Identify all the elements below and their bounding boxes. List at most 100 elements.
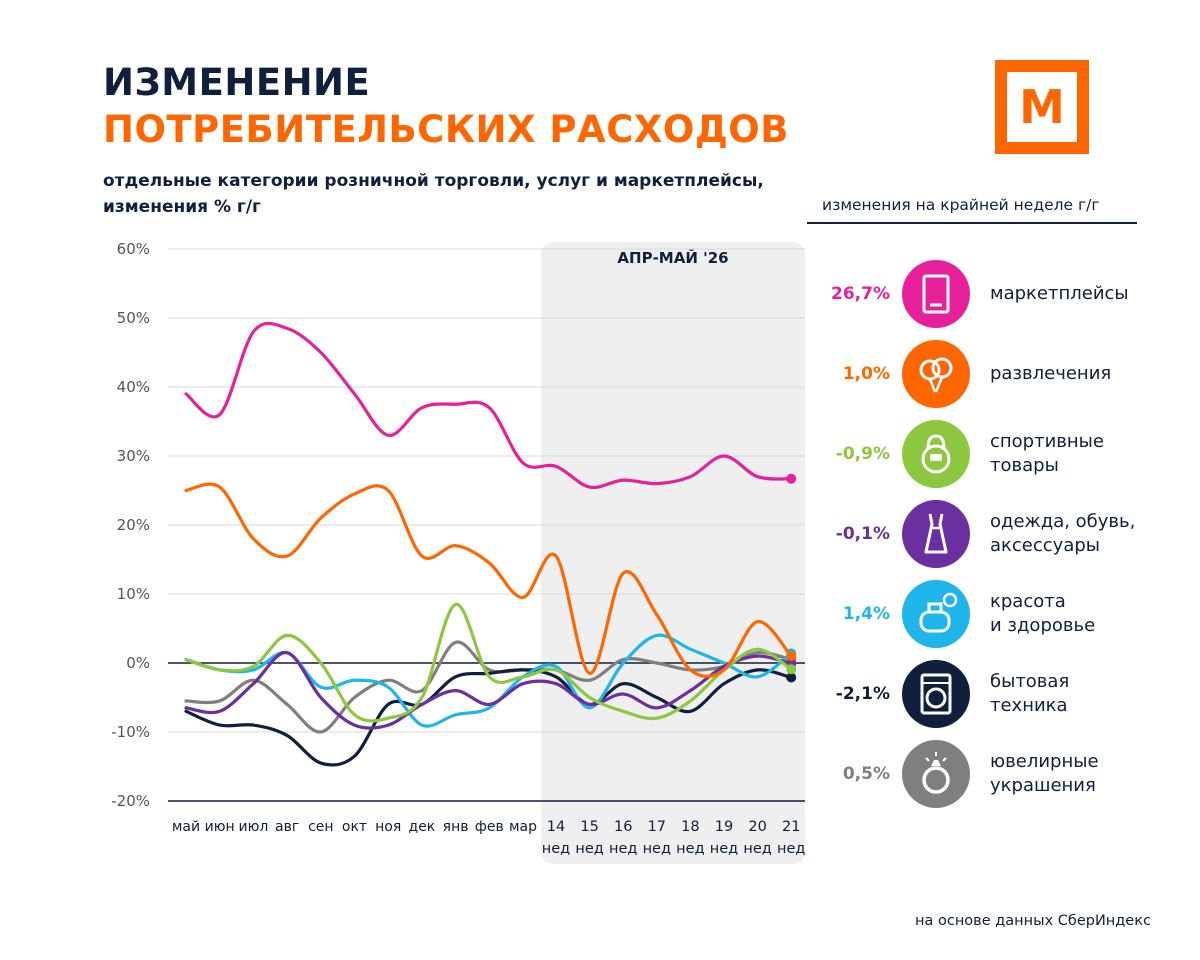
legend-label-line1: красота xyxy=(990,591,1066,612)
subtitle-line-2: изменения % г/г xyxy=(103,197,261,217)
x-tick-label: ноя xyxy=(375,819,401,835)
source-note: на основе данных СберИндекс xyxy=(915,913,1151,929)
x-tick-sublabel: нед xyxy=(643,841,671,857)
ring-icon xyxy=(922,752,950,794)
legend-label-line2: украшения xyxy=(990,775,1096,796)
y-tick-label: 60% xyxy=(117,240,150,258)
x-tick-sublabel: нед xyxy=(542,841,570,857)
series-end-point-washer xyxy=(786,672,797,683)
legend-value: 1,0% xyxy=(842,364,890,384)
legend-label-line1: бытовая xyxy=(990,671,1070,692)
washer-icon xyxy=(920,673,952,715)
y-tick-label: 30% xyxy=(117,447,150,465)
x-tick-label-week: 20 xyxy=(748,819,766,835)
x-tick-label-week: 16 xyxy=(614,819,632,835)
legend-label: развлечения xyxy=(990,362,1111,386)
x-tick-label-week: 21 xyxy=(782,819,800,835)
legend-value: 1,4% xyxy=(842,604,890,624)
legend-value: 0,5% xyxy=(842,764,890,784)
legend-icon-circle xyxy=(902,260,970,328)
legend-label-line1: развлечения xyxy=(990,363,1112,384)
y-tick-label: 10% xyxy=(117,585,150,603)
x-tick-label-week: 14 xyxy=(547,819,565,835)
x-tick-sublabel: нед xyxy=(777,841,805,857)
line-chart: АПР-МАЙ '26 60% 50% 40% 30% 20% 10% 0% -10% -20% м… xyxy=(111,240,805,864)
series-line-dress xyxy=(184,651,793,730)
legend-header-underline xyxy=(807,222,1137,224)
dress-icon xyxy=(924,513,948,554)
legend-label-line1: одежда, обувь, xyxy=(990,511,1136,532)
legend-label: ювелирные украшения xyxy=(990,750,1099,798)
legend-value: -0,1% xyxy=(835,524,890,544)
legend-icon-circle xyxy=(902,660,970,728)
y-tick-label: -20% xyxy=(111,792,150,810)
balloons-icon xyxy=(919,357,953,393)
legend-label-line1: маркетплейсы xyxy=(990,283,1129,304)
x-tick-label-week: 19 xyxy=(715,819,733,835)
legend-label-line2: техника xyxy=(990,695,1068,716)
series-end-point-tablet xyxy=(786,473,797,484)
series-end-point-kettlebell xyxy=(786,664,797,675)
y-tick-label: 50% xyxy=(117,309,150,327)
legend-value: 26,7% xyxy=(831,284,890,304)
title-line-1: ИЗМЕНЕНИЕ xyxy=(103,61,371,104)
x-tick-label: окт xyxy=(342,819,367,835)
legend-item: 0,5% ювелирные украшения xyxy=(810,740,1170,810)
x-tick-sublabel: нед xyxy=(710,841,738,857)
legend-label: спортивные товары xyxy=(990,430,1104,478)
legend-item: 1,4% красота и здоровье xyxy=(810,580,1170,650)
series-end-point-balloons xyxy=(786,651,797,662)
brand-logo: М xyxy=(995,60,1089,154)
x-tick-label-week: 18 xyxy=(681,819,699,835)
x-tick-sublabel: нед xyxy=(609,841,637,857)
legend-label: красота и здоровье xyxy=(990,590,1095,638)
legend-icon-circle xyxy=(902,420,970,488)
x-tick-label-week: 15 xyxy=(580,819,598,835)
legend-icon-circle xyxy=(902,340,970,408)
legend-label: бытовая техника xyxy=(990,670,1069,718)
x-tick-label: июн xyxy=(205,819,235,835)
legend-item: -0,9% спортивные товары xyxy=(810,420,1170,490)
legend-label-line1: ювелирные xyxy=(990,751,1099,772)
x-tick-label: сен xyxy=(308,819,333,835)
x-tick-sublabel: нед xyxy=(743,841,771,857)
x-tick-label: май xyxy=(172,819,200,835)
x-tick-sublabel: нед xyxy=(575,841,603,857)
legend-label-line2: аксессуары xyxy=(990,535,1100,556)
x-tick-label: фев xyxy=(475,819,504,835)
x-tick-label: дек xyxy=(409,819,436,835)
legend-value: -0,9% xyxy=(835,444,890,464)
legend-label-line1: спортивные xyxy=(990,431,1104,452)
y-tick-label: 40% xyxy=(117,378,150,396)
subtitle: отдельные категории розничной торговли, … xyxy=(103,168,764,220)
series-line-balloons xyxy=(184,482,793,678)
logo-inner: М xyxy=(1007,72,1077,142)
legend-item: 1,0% развлечения xyxy=(810,340,1170,410)
y-tick-label: -10% xyxy=(111,723,150,741)
legend-item: -0,1% одежда, обувь, аксессуары xyxy=(810,500,1170,570)
legend-item: -2,1% бытовая техника xyxy=(810,660,1170,730)
x-tick-label-week: 17 xyxy=(648,819,666,835)
subtitle-line-1: отдельные категории розничной торговли, … xyxy=(103,171,764,191)
legend-icon-circle xyxy=(902,580,970,648)
legend-label: маркетплейсы xyxy=(990,282,1129,306)
legend-label: одежда, обувь, аксессуары xyxy=(990,510,1135,558)
perfume-icon xyxy=(919,592,958,633)
legend-label-line2: товары xyxy=(990,455,1059,476)
legend-value: -2,1% xyxy=(835,684,890,704)
tablet-icon xyxy=(922,274,950,314)
series-line-washer xyxy=(184,668,793,767)
legend-item: 26,7% маркетплейсы xyxy=(810,260,1170,330)
highlight-label: АПР-МАЙ '26 xyxy=(617,248,728,267)
x-tick-label: авг xyxy=(275,819,299,835)
legend-icon-circle xyxy=(902,740,970,808)
legend-header: изменения на крайней неделе г/г xyxy=(822,196,1100,214)
y-tick-label: 20% xyxy=(117,516,150,534)
x-tick-label: июл xyxy=(238,819,268,835)
series-line-kettlebell xyxy=(184,602,793,723)
logo-letter: М xyxy=(1019,80,1065,134)
x-tick-sublabel: нед xyxy=(676,841,704,857)
highlight-region xyxy=(541,242,805,864)
x-tick-label: янв xyxy=(443,819,469,835)
x-tick-label: мар xyxy=(509,819,537,835)
